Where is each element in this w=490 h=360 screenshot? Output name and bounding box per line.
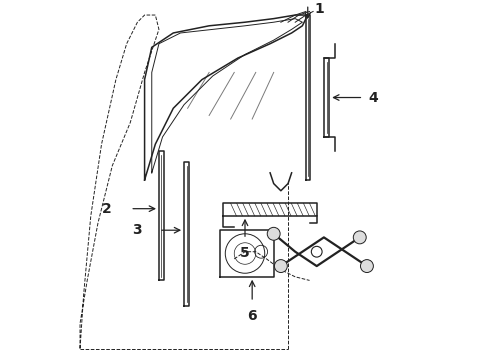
Text: 6: 6	[247, 309, 257, 323]
Circle shape	[311, 246, 322, 257]
Circle shape	[267, 227, 280, 240]
Text: 3: 3	[133, 223, 142, 237]
Circle shape	[353, 231, 366, 244]
Circle shape	[274, 260, 287, 273]
Text: 2: 2	[102, 202, 112, 216]
Text: 4: 4	[368, 90, 378, 104]
Circle shape	[361, 260, 373, 273]
Text: 5: 5	[240, 246, 250, 260]
Text: 1: 1	[315, 3, 325, 17]
